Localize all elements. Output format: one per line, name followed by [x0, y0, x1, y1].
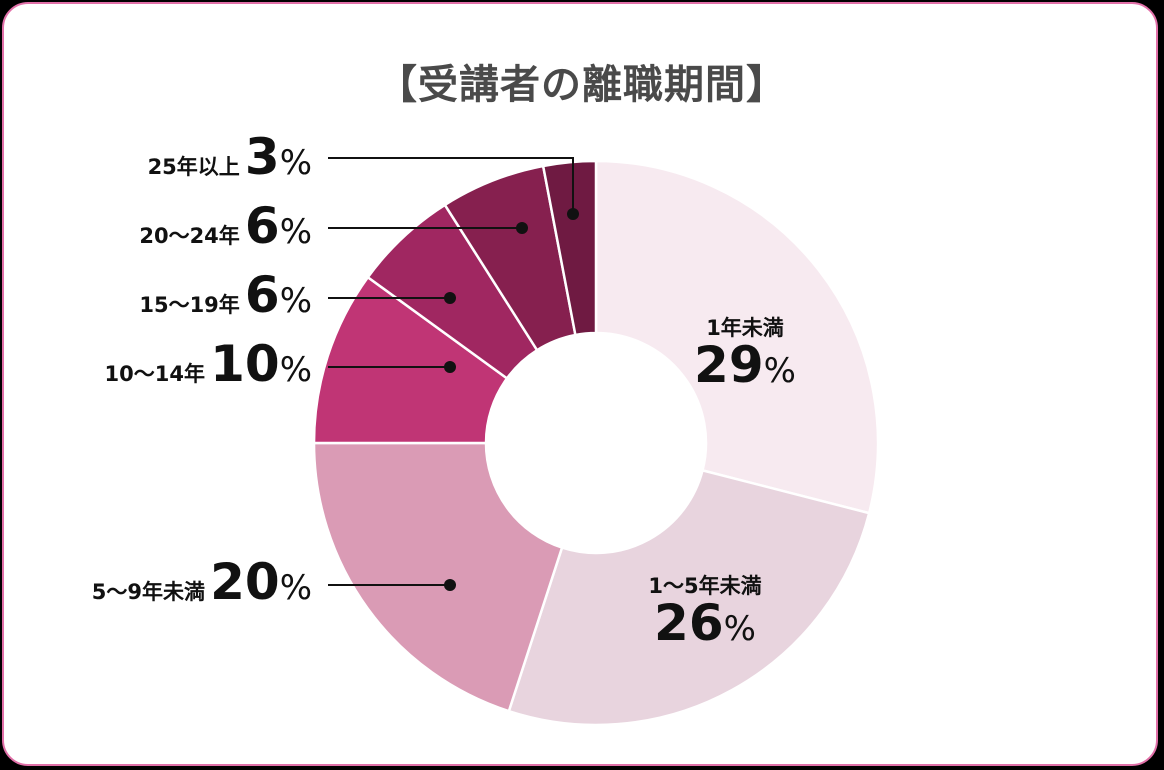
donut-slice — [541, 159, 598, 337]
leader-line-25plus — [328, 157, 574, 214]
leader-dot — [516, 222, 528, 234]
leader-dot — [567, 208, 579, 220]
leader-dot — [444, 292, 456, 304]
label-25plus: 25年以上 3% — [147, 128, 312, 186]
chart-title: 【受講者の離職期間】 — [377, 62, 787, 108]
label-10-14: 10〜14年 10% — [104, 335, 312, 393]
donut-slice — [312, 275, 509, 445]
leader-lines — [328, 157, 579, 591]
label-1-5yr: 1〜5年未満 26% — [648, 574, 762, 652]
label-under-1yr: 1年未満 29% — [694, 316, 796, 394]
label-5-9: 5〜9年未満 20% — [91, 553, 312, 611]
donut-slice — [507, 468, 871, 727]
label-20-24: 20〜24年 6% — [139, 197, 312, 255]
donut-slices — [312, 159, 880, 727]
donut-slice — [594, 159, 880, 515]
leader-dot — [444, 579, 456, 591]
donut-slice — [312, 441, 564, 713]
label-15-19: 15〜19年 6% — [139, 266, 312, 324]
leader-dot — [444, 361, 456, 373]
